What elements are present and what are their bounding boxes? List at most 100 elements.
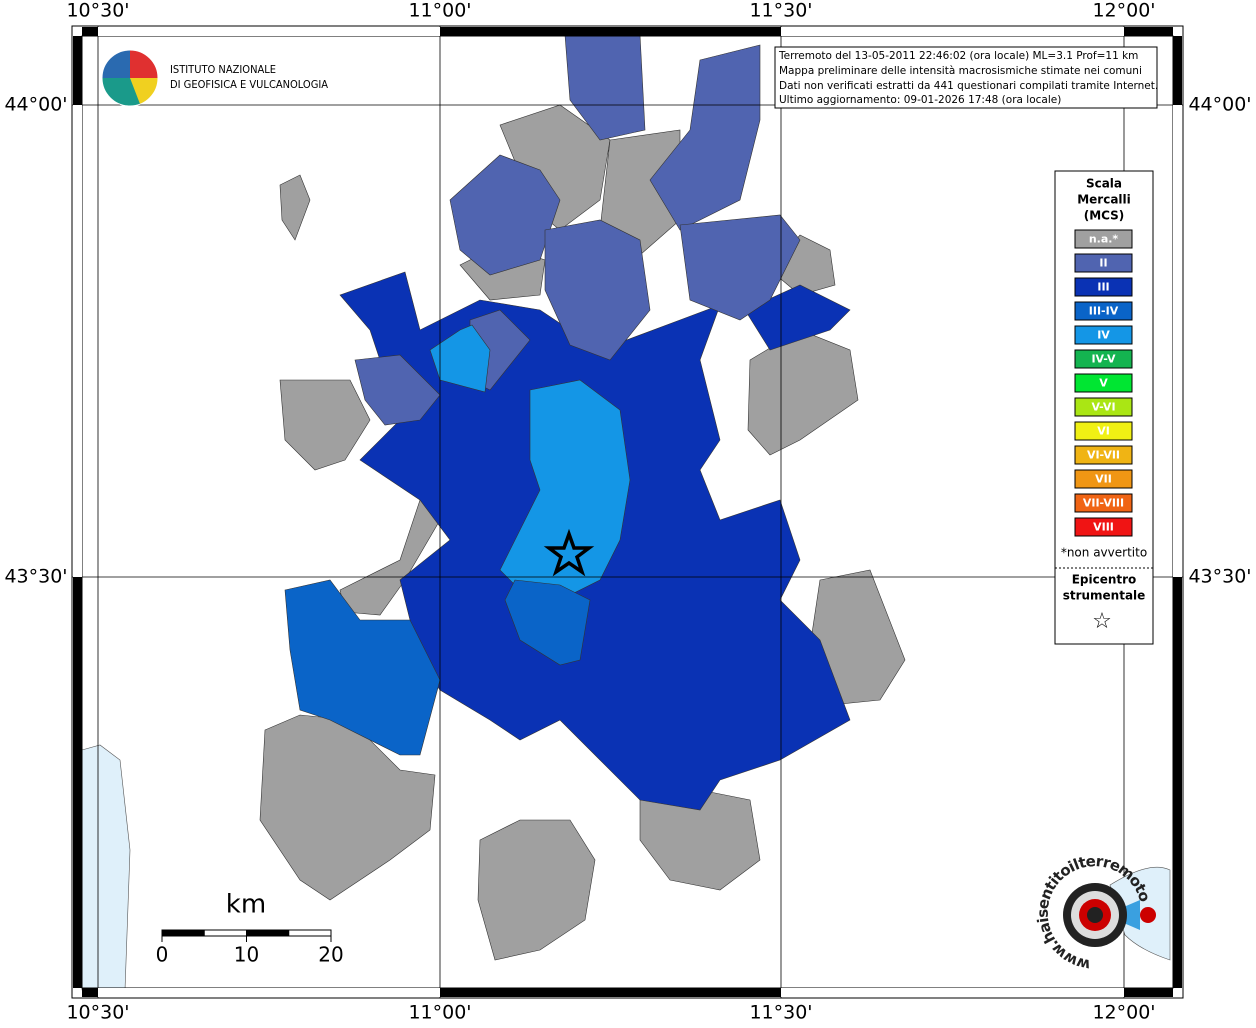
legend-swatch: [1074, 349, 1133, 369]
legend-star: ☆: [1092, 609, 1112, 634]
legend-swatch: [1074, 229, 1133, 249]
scale-segment: [246, 929, 290, 937]
municipality: [544, 219, 651, 361]
logo-segment: [130, 50, 158, 78]
frame-segment: [781, 988, 1124, 997]
legend-label: VIII: [1093, 521, 1114, 534]
legend-title: (MCS): [1084, 209, 1125, 223]
info-line: Terremoto del 13-05-2011 22:46:02 (ora l…: [778, 50, 1138, 62]
bottom-label: 11°00': [408, 1002, 471, 1024]
logo-segment: [130, 78, 158, 104]
logo-dot: [1140, 907, 1156, 923]
scale-segment: [203, 929, 247, 937]
legend-swatch: [1074, 493, 1133, 513]
municipality: [279, 379, 371, 471]
legend-swatch: [1074, 397, 1133, 417]
legend-swatch: [1074, 517, 1133, 537]
frame-segment: [1173, 105, 1182, 577]
frame-segment: [1124, 27, 1173, 36]
municipality: [284, 579, 441, 756]
frame-segment: [1173, 577, 1182, 988]
legend-swatch: [1074, 277, 1133, 297]
frame-segment: [440, 27, 781, 36]
legend-swatch: [1074, 469, 1133, 489]
scale-unit: km: [226, 890, 266, 920]
frame-segment: [73, 577, 82, 988]
top-label: 11°30': [749, 0, 812, 22]
municipality: [279, 174, 311, 241]
municipality: [477, 819, 596, 961]
ingv-logo: ISTITUTO NAZIONALE DI GEOFISICA E VULCAN…: [101, 49, 328, 107]
legend-swatch: [1074, 253, 1133, 273]
legend-swatch: [1074, 373, 1133, 393]
legend-label: V-VI: [1091, 401, 1115, 414]
legend-epicenter: strumentale: [1063, 589, 1146, 603]
municipality: [744, 284, 851, 351]
info-line: Mappa preliminare delle intensità macros…: [779, 65, 1142, 77]
scale-label: 10: [234, 943, 259, 967]
frame-segment: [98, 988, 440, 997]
municipality: [504, 579, 591, 666]
legend-swatch: [1074, 421, 1133, 441]
top-label: 12°00': [1092, 0, 1155, 22]
frame-segment: [1124, 988, 1173, 997]
legend-title: Scala: [1086, 177, 1122, 191]
logo-text: DI GEOFISICA E VULCANOLOGIA: [170, 78, 328, 91]
frame-segment: [82, 988, 98, 997]
frame-segment: [1173, 36, 1182, 105]
legend-label: IV-V: [1091, 353, 1116, 366]
frame-segment: [440, 988, 781, 997]
legend-label: III: [1097, 281, 1109, 294]
frame-segment: [98, 27, 440, 36]
frame-segment: [82, 27, 98, 36]
frame-segment: [781, 27, 1124, 36]
legend-label: VI: [1097, 425, 1110, 438]
bottom-label: 10°30': [66, 1002, 129, 1024]
scale-bar: km 0 10 20: [156, 890, 344, 967]
logo-outline: [101, 49, 159, 107]
right-label: 43°30': [1188, 566, 1251, 588]
legend-swatch: [1074, 445, 1133, 465]
legend: Scala Mercalli (MCS) *non avvertito Epic…: [1054, 170, 1154, 645]
scale-segment: [288, 929, 332, 937]
logo-ring: [1087, 907, 1103, 923]
bottom-label: 12°00': [1092, 1002, 1155, 1024]
legend-title: Mercalli: [1077, 193, 1131, 207]
info-line: Dati non verificati estratti da 441 ques…: [779, 80, 1158, 92]
right-label: 44°00': [1188, 94, 1251, 116]
legend-label: n.a.*: [1089, 233, 1119, 246]
municipality: [679, 214, 801, 321]
legend-swatch: [1074, 301, 1133, 321]
top-label: 10°30': [66, 0, 129, 22]
left-label: 44°00': [4, 94, 67, 116]
logo-text: ISTITUTO NAZIONALE: [170, 63, 276, 76]
info-box: [774, 46, 1158, 109]
legend-label: VII-VIII: [1083, 497, 1124, 510]
info-line: Ultimo aggiornamento: 09-01-2026 17:48 (…: [779, 94, 1061, 106]
municipality: [499, 379, 631, 601]
legend-label: VII: [1095, 473, 1112, 486]
legend-label: V: [1099, 377, 1108, 390]
bottom-label: 11°30': [749, 1002, 812, 1024]
legend-swatch: [1074, 325, 1133, 345]
legend-label: IV: [1097, 329, 1110, 342]
legend-label: II: [1099, 257, 1107, 270]
municipality: [354, 354, 441, 426]
legend-label: III-IV: [1089, 305, 1119, 318]
epicenter: [543, 528, 595, 577]
frame-segment: [73, 36, 82, 105]
frame-outer: [71, 25, 1184, 999]
municipality: [599, 129, 681, 256]
scale-segment: [161, 929, 205, 937]
frame-segment: [73, 105, 82, 577]
left-label: 43°30': [4, 566, 67, 588]
scale-label: 20: [318, 943, 343, 967]
land: [81, 34, 906, 991]
legend-epicenter: Epicentro: [1072, 573, 1137, 587]
scale-label: 0: [156, 943, 169, 967]
top-label: 11°00': [408, 0, 471, 22]
logo-segment: [102, 50, 130, 78]
frame: [71, 25, 1184, 999]
municipality: [649, 44, 761, 231]
